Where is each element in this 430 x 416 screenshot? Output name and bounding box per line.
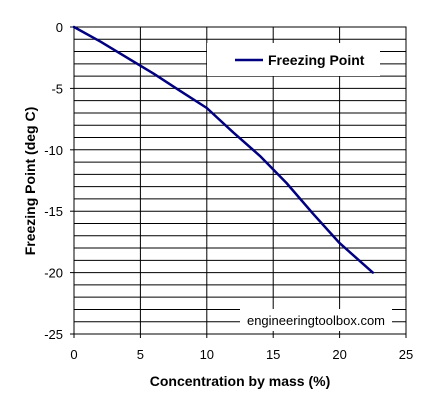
x-tick-label: 10 <box>200 347 214 362</box>
y-tick-label: -5 <box>51 81 63 96</box>
x-tick-label: 5 <box>137 347 144 362</box>
y-tick-label: -10 <box>44 143 63 158</box>
y-tick-label: -20 <box>44 266 63 281</box>
x-tick-label: 15 <box>266 347 280 362</box>
watermark-box: engineeringtoolbox.com <box>240 309 392 331</box>
x-axis-label: Concentration by mass (%) <box>150 373 330 389</box>
x-tick-label: 25 <box>399 347 413 362</box>
series-lines <box>72 25 375 274</box>
y-axis-label: Freezing Point (deg C) <box>22 107 38 256</box>
legend-label: Freezing Point <box>268 52 365 68</box>
y-tick-label: 0 <box>56 20 63 35</box>
axes: 0 -5 -10 -15 -20 -25 0 5 10 15 20 25 <box>44 20 413 362</box>
watermark-text: engineeringtoolbox.com <box>247 313 385 328</box>
y-tick-label: -25 <box>44 327 63 342</box>
y-tick-label: -15 <box>44 204 63 219</box>
plot-area <box>74 27 406 334</box>
legend: Freezing Point <box>207 43 380 76</box>
freezing-point-line <box>72 25 375 274</box>
plot-border <box>73 26 407 335</box>
x-tick-label: 20 <box>332 347 346 362</box>
x-tick-label: 0 <box>70 347 77 362</box>
watermark-background <box>240 309 392 331</box>
